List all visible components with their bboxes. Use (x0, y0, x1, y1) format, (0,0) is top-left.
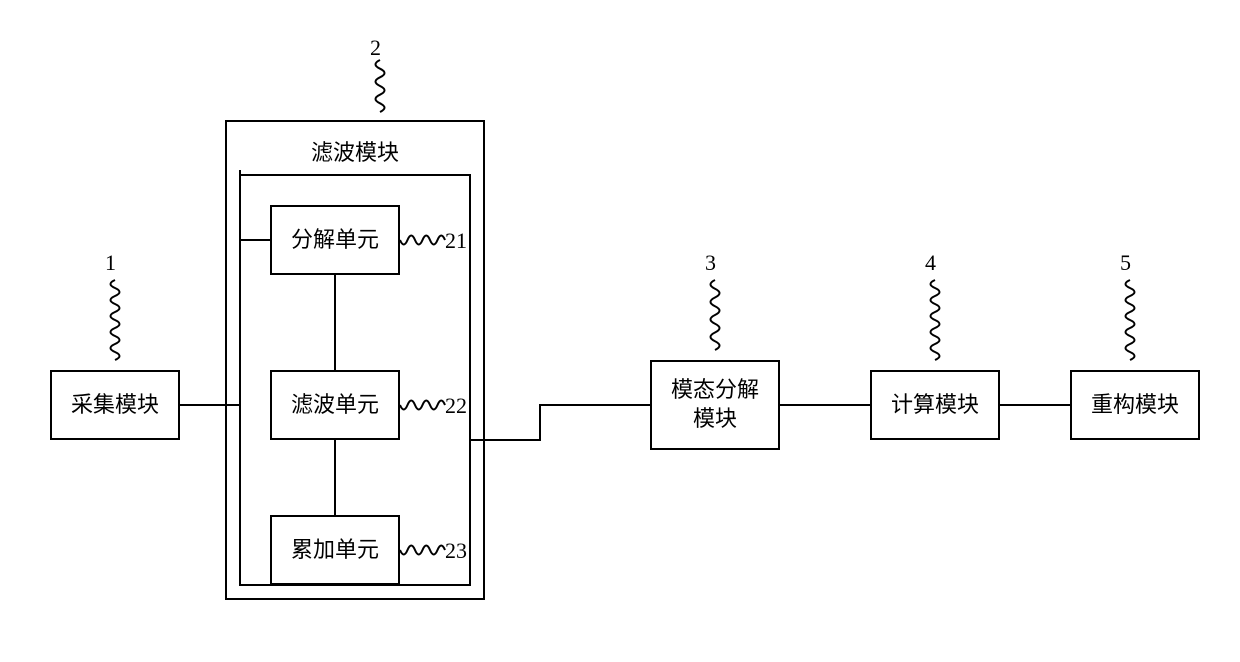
node-label: 采集模块 (71, 391, 159, 420)
node-label: 计算模块 (891, 391, 979, 420)
connector-layer (0, 0, 1240, 662)
label-number: 4 (925, 250, 936, 276)
label-number: 21 (445, 228, 467, 254)
node-n23: 累加单元 (270, 515, 400, 585)
node-n22: 滤波单元 (270, 370, 400, 440)
node-n4: 计算模块 (870, 370, 1000, 440)
diagram-canvas: 滤波模块采集模块 1 分解单元 21 滤波单元 22 累加单元 23 模态分解 模块 3 计算模块 4… (0, 0, 1240, 662)
node-label: 模态分解 模块 (671, 376, 759, 433)
node-n1: 采集模块 (50, 370, 180, 440)
node-label: 重构模块 (1091, 391, 1179, 420)
label-number: 5 (1120, 250, 1131, 276)
label-number: 1 (105, 250, 116, 276)
label-number: 23 (445, 538, 467, 564)
node-label: 分解单元 (291, 226, 379, 255)
node-n21: 分解单元 (270, 205, 400, 275)
label-number: 22 (445, 393, 467, 419)
node-n3: 模态分解 模块 (650, 360, 780, 450)
node-label: 滤波单元 (291, 391, 379, 420)
node-label: 累加单元 (291, 536, 379, 565)
node-n5: 重构模块 (1070, 370, 1200, 440)
container-title: 滤波模块 (235, 135, 475, 167)
label-number: 2 (370, 35, 381, 61)
label-number: 3 (705, 250, 716, 276)
